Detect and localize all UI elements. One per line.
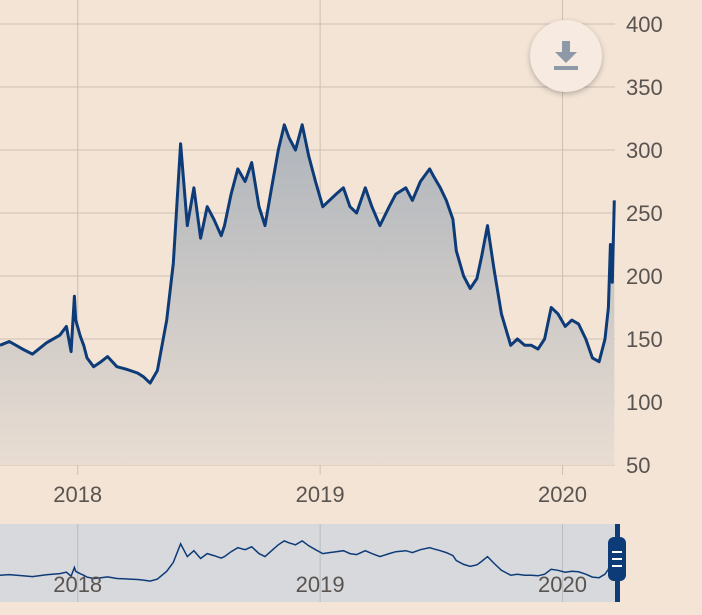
download-button[interactable] xyxy=(530,20,602,92)
range-handle-icon[interactable] xyxy=(608,537,626,581)
y-tick-label: 50 xyxy=(626,453,650,478)
navigator-x-labels: 2018 2019 2020 xyxy=(53,572,587,597)
y-tick-label: 100 xyxy=(626,390,663,415)
y-tick-label: 250 xyxy=(626,201,663,226)
y-tick-label: 350 xyxy=(626,75,663,100)
download-icon xyxy=(553,41,579,71)
y-tick-label: 200 xyxy=(626,264,663,289)
range-navigator[interactable]: 2018 2019 2020 xyxy=(0,524,626,602)
navigator-price-line xyxy=(0,540,616,582)
x-tick-label: 2019 xyxy=(296,482,345,507)
y-tick-label: 150 xyxy=(626,327,663,352)
x-tick-label: 2018 xyxy=(53,482,102,507)
navigator-x-label: 2019 xyxy=(296,572,345,597)
y-tick-label: 300 xyxy=(626,138,663,163)
x-tick-label: 2020 xyxy=(538,482,587,507)
price-area xyxy=(0,124,615,466)
price-line xyxy=(0,123,616,385)
y-tick-label: 400 xyxy=(626,12,663,37)
navigator-x-label: 2018 xyxy=(53,572,102,597)
navigator-grid xyxy=(77,524,564,602)
x-axis-labels: 2018 2019 2020 xyxy=(53,482,587,507)
navigator-x-label: 2020 xyxy=(538,572,587,597)
y-axis-labels: 50 100 150 200 250 300 350 400 xyxy=(626,12,663,478)
navigator-selected-range xyxy=(0,524,618,602)
